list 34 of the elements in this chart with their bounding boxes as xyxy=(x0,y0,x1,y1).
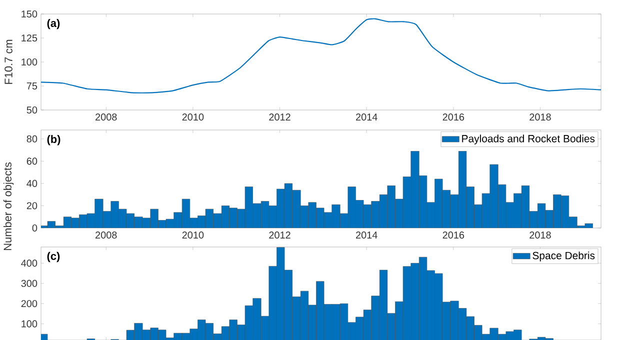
y-tick-label: 50 xyxy=(26,106,38,114)
line-series xyxy=(41,18,602,94)
y-tick-label: 300 xyxy=(21,280,38,287)
annotation: (b) xyxy=(47,134,60,146)
legend-label: Space Debris xyxy=(532,252,595,262)
y-tick-label: 125 xyxy=(22,34,38,42)
annotation: (a) xyxy=(47,18,60,30)
y-tick-label: 0 xyxy=(32,224,38,232)
x-tick-label: 2018 xyxy=(530,232,551,239)
x-tick-label: 2008 xyxy=(96,232,117,239)
annotation: (c) xyxy=(47,252,60,262)
y-tick-label: 100 xyxy=(22,58,38,66)
y-tick-label: 60 xyxy=(26,158,38,165)
x-tick-label: 2014 xyxy=(356,114,378,121)
x-tick-label: 2008 xyxy=(96,114,117,121)
y-tick-label: 100 xyxy=(22,320,38,328)
y-tick-label: 400 xyxy=(21,260,38,267)
x-tick-label: 2010 xyxy=(182,114,204,121)
x-tick-label: 2018 xyxy=(530,114,551,121)
x-tick-label: 2016 xyxy=(442,114,464,121)
y-axis-title: F10.7 cm xyxy=(4,40,12,84)
y-tick-label: 150 xyxy=(22,10,38,18)
legend-label: Payloads and Rocket Bodies xyxy=(462,134,595,144)
x-tick-label: 2016 xyxy=(442,232,464,239)
y-tick-label: 75 xyxy=(26,82,38,90)
y-axis-title: Number of objects xyxy=(3,162,14,250)
x-tick-label: 2010 xyxy=(182,232,204,239)
y-tick-label: 200 xyxy=(21,300,38,308)
x-tick-label: 2012 xyxy=(269,114,290,121)
y-tick-label: 40 xyxy=(26,180,38,187)
y-tick-label: 80 xyxy=(26,135,38,142)
x-tick-label: 2014 xyxy=(356,232,378,239)
x-tick-label: 2012 xyxy=(269,232,290,239)
y-tick-label: 20 xyxy=(26,202,38,210)
